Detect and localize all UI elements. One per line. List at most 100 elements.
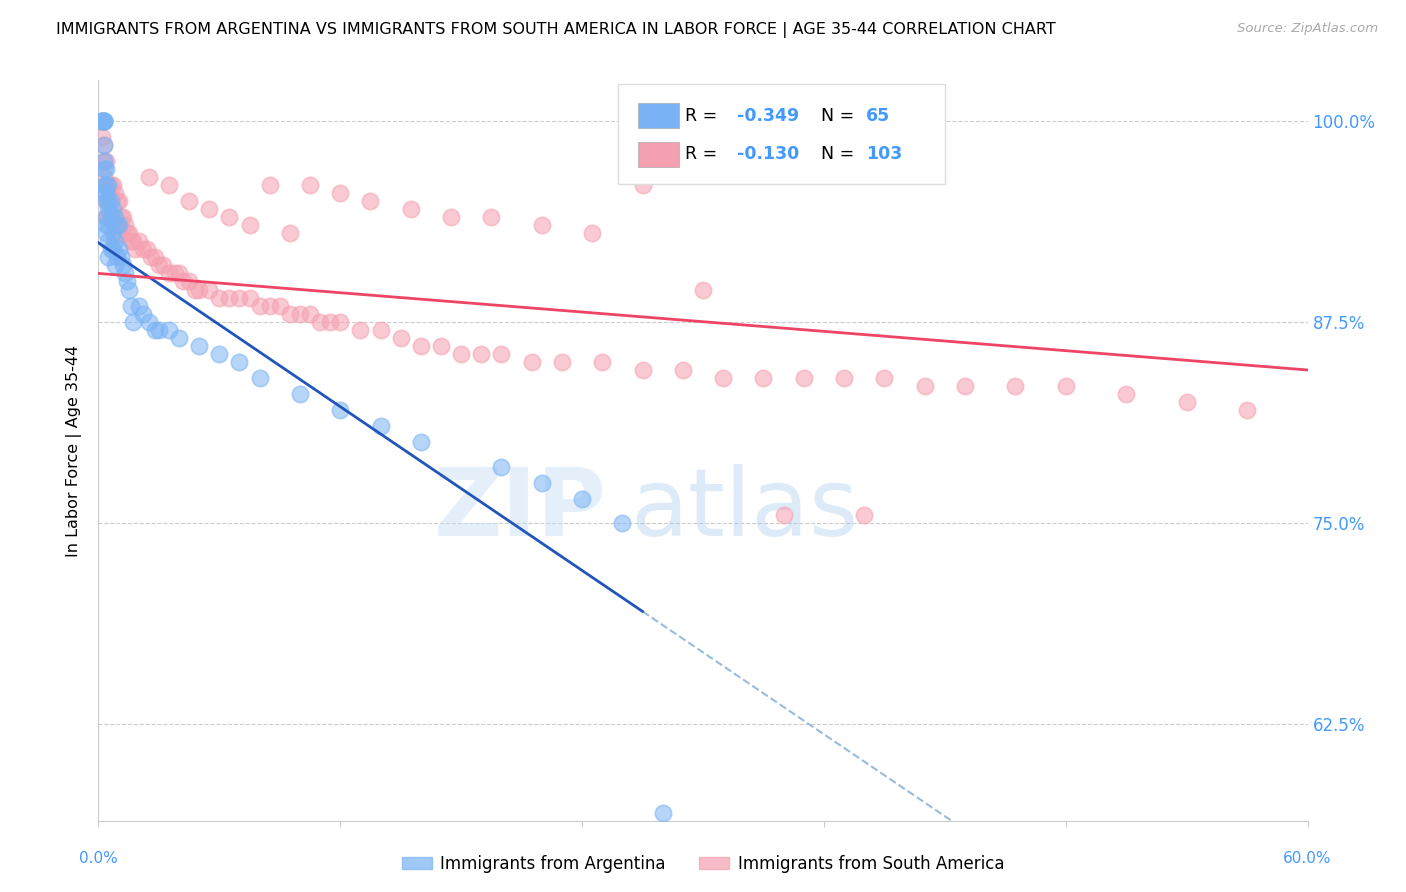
Point [105,194,128,208]
Point [571,491,593,506]
Point [91,113,114,128]
Point [167,267,190,281]
FancyBboxPatch shape [638,142,679,167]
Text: -0.130: -0.130 [737,145,799,163]
Point [93,137,115,152]
Point [218,291,240,305]
Point [96,226,118,240]
Point [103,258,125,272]
Point [172,275,194,289]
Point [278,226,301,240]
Point [218,210,240,224]
Point [96,194,118,208]
Point [96,186,118,200]
Point [551,355,574,369]
Point [115,275,138,289]
Point [692,283,714,297]
Point [143,323,166,337]
Point [184,283,207,297]
Point [329,315,352,329]
Point [188,339,211,353]
Point [914,379,936,393]
Point [198,202,221,216]
Point [96,218,118,232]
Point [752,371,775,385]
Point [873,371,896,385]
Point [97,178,120,192]
Point [107,218,129,232]
Point [278,307,301,321]
Point [91,113,114,128]
Point [530,475,553,490]
Point [138,169,160,184]
Point [97,178,120,192]
Point [491,347,513,361]
Point [101,178,124,192]
Point [1236,403,1258,417]
Point [118,226,141,240]
Point [101,242,124,256]
Point [188,283,211,297]
Point [105,218,128,232]
Point [430,339,453,353]
Point [1115,387,1137,401]
Point [135,242,157,256]
Point [93,153,115,168]
Point [612,516,634,530]
Point [152,258,174,272]
Point [100,194,122,208]
Point [329,186,352,200]
Point [114,267,136,281]
Point [96,210,118,224]
Point [93,113,115,128]
Point [288,307,311,321]
Point [249,371,271,385]
Point [121,315,143,329]
Text: ZIP: ZIP [433,464,606,556]
Point [198,283,221,297]
Point [349,323,371,337]
Point [259,299,281,313]
Text: N =: N = [821,145,860,163]
Point [1054,379,1077,393]
Point [389,331,412,345]
Point [105,250,128,264]
Point [370,419,392,434]
Point [93,113,115,128]
Point [832,371,855,385]
Text: Source: ZipAtlas.com: Source: ZipAtlas.com [1237,22,1378,36]
Point [239,291,262,305]
Point [97,234,120,248]
Point [288,387,311,401]
Point [299,307,322,321]
Point [953,379,976,393]
Point [96,178,118,192]
Point [100,242,122,256]
Point [139,250,162,264]
Point [143,250,166,264]
Point [179,275,201,289]
Point [91,113,114,128]
Point [853,508,876,522]
Point [329,403,352,417]
Point [103,234,125,248]
Point [409,435,432,450]
Point [118,283,141,297]
Point [591,355,613,369]
Point [128,299,150,313]
Text: 103: 103 [866,145,903,163]
Point [132,242,155,256]
Y-axis label: In Labor Force | Age 35-44: In Labor Force | Age 35-44 [66,344,83,557]
Point [107,226,129,240]
Point [309,315,332,329]
Point [319,315,342,329]
Point [101,226,124,240]
Point [124,242,146,256]
Point [97,250,120,264]
Text: 65: 65 [866,107,890,125]
Text: atlas: atlas [630,464,859,556]
Point [269,299,291,313]
Text: 0.0%: 0.0% [79,851,118,866]
Point [93,186,115,200]
Point [409,339,432,353]
